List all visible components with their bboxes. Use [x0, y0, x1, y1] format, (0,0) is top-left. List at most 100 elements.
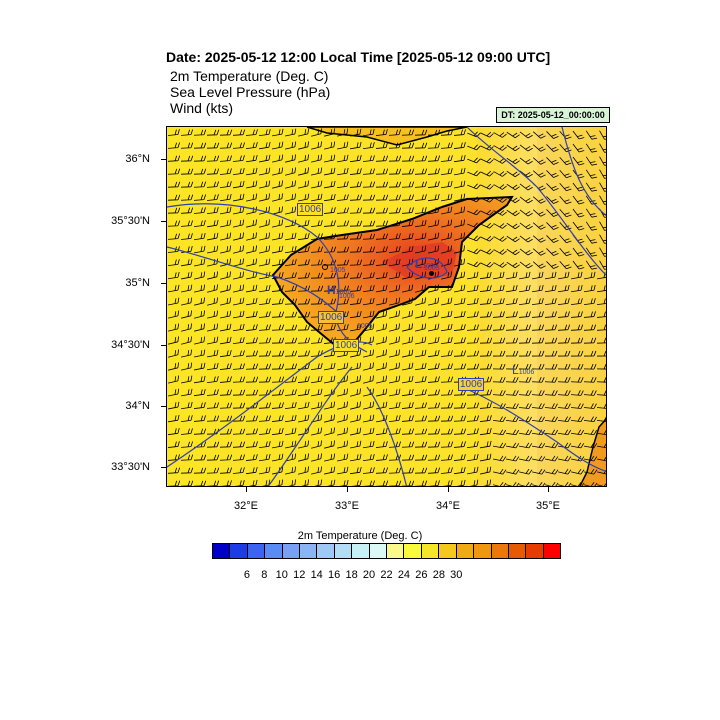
wind-barb — [180, 168, 194, 175]
wind-barb — [362, 440, 375, 449]
wind-barb — [376, 375, 388, 384]
wind-barb — [349, 310, 362, 319]
wind-barb — [323, 298, 337, 305]
isobars — [167, 127, 606, 486]
wind-barb — [350, 401, 362, 410]
wind-barb — [298, 141, 309, 150]
wind-barb — [245, 466, 258, 475]
wind-barb — [271, 350, 285, 357]
wind-barb — [362, 207, 376, 214]
colorbar-label: 22 — [380, 569, 393, 581]
wind-barb — [596, 363, 606, 370]
wind-barb — [232, 428, 246, 435]
wind-barb — [311, 427, 323, 436]
wind-barb — [453, 428, 467, 435]
wind-barb — [285, 232, 297, 241]
colorbar-swatch — [282, 544, 301, 558]
wind-barb — [207, 310, 219, 319]
wind-barb — [193, 402, 206, 409]
wind-barb — [245, 154, 258, 163]
wind-barb — [557, 284, 570, 293]
wind-barb — [206, 480, 220, 486]
wind-barb — [284, 376, 297, 383]
wind-barb — [168, 375, 180, 384]
wind-barb — [194, 362, 206, 371]
wind-barb — [258, 324, 271, 331]
wind-barb — [558, 468, 572, 475]
wind-barb — [246, 284, 258, 293]
wind-barb — [467, 196, 481, 203]
wind-barb — [284, 272, 297, 279]
wind-barb — [453, 454, 466, 461]
wind-barb — [349, 194, 363, 201]
wind-barb — [311, 388, 323, 397]
wind-barb — [479, 271, 492, 280]
wind-barb — [181, 388, 193, 397]
wind-barb — [259, 258, 271, 267]
wind-barb — [466, 350, 480, 357]
wind-barb — [454, 180, 466, 189]
wind-barb — [258, 441, 271, 449]
wind-barb — [518, 284, 531, 293]
colorbar-swatch — [387, 544, 405, 558]
wind-barb — [232, 142, 245, 149]
wind-barb — [258, 337, 272, 344]
wind-barb — [480, 453, 492, 462]
wind-barb — [428, 284, 440, 293]
wind-barb — [401, 142, 415, 149]
wind-barb — [532, 271, 544, 280]
low-pressure-symbol: L — [512, 363, 519, 377]
wind-barb — [232, 168, 245, 176]
wind-barb — [194, 258, 206, 267]
wind-barb — [401, 388, 414, 397]
wind-barb — [492, 429, 507, 436]
wind-barb — [285, 206, 297, 215]
wind-barb — [337, 154, 349, 163]
wind-barb — [376, 349, 387, 358]
wind-barb — [375, 194, 389, 201]
wind-barb — [220, 323, 232, 332]
wind-barb — [258, 350, 272, 357]
wind-barb — [388, 168, 402, 175]
wind-barb — [493, 236, 507, 242]
wind-barb — [206, 142, 220, 149]
wind-barb — [505, 284, 518, 293]
wind-barb — [310, 246, 323, 253]
wind-barb — [558, 455, 572, 462]
weather-map: 1006 1006 1006 1006 1005 1006 1005 1005 … — [166, 126, 607, 487]
wind-barb — [599, 130, 606, 140]
wind-barb — [596, 377, 606, 383]
wind-barb — [350, 375, 362, 384]
wind-barb — [363, 349, 375, 358]
wind-barb — [298, 193, 310, 202]
wind-barb — [271, 285, 284, 292]
wind-barb — [441, 193, 453, 202]
wind-barb — [572, 156, 585, 166]
wind-barb — [349, 220, 363, 227]
wind-barb — [532, 170, 546, 178]
wind-barb — [388, 142, 402, 149]
wind-barb — [297, 388, 310, 397]
wind-barb — [284, 311, 298, 318]
wind-barb — [596, 390, 606, 396]
wind-barb — [505, 298, 518, 305]
wind-barb — [233, 284, 245, 293]
wind-barb — [414, 467, 428, 474]
wind-barb — [271, 363, 285, 370]
wind-barb — [557, 390, 571, 396]
wind-barb — [559, 247, 572, 257]
wind-barb — [479, 402, 492, 409]
wind-barb — [493, 171, 507, 177]
field-label-pressure: Sea Level Pressure (hPa) — [170, 84, 331, 100]
wind-barb — [596, 337, 606, 344]
wind-barb — [546, 196, 559, 204]
wind-barb — [427, 376, 440, 383]
wind-barb — [454, 284, 466, 293]
wind-barb — [310, 363, 323, 371]
lat-tick — [161, 221, 166, 222]
wind-barb — [232, 180, 245, 189]
wind-barb — [506, 442, 520, 449]
low-pressure-marker: L1006 — [512, 363, 534, 377]
wind-barb — [428, 206, 440, 215]
wind-barb — [493, 145, 507, 151]
